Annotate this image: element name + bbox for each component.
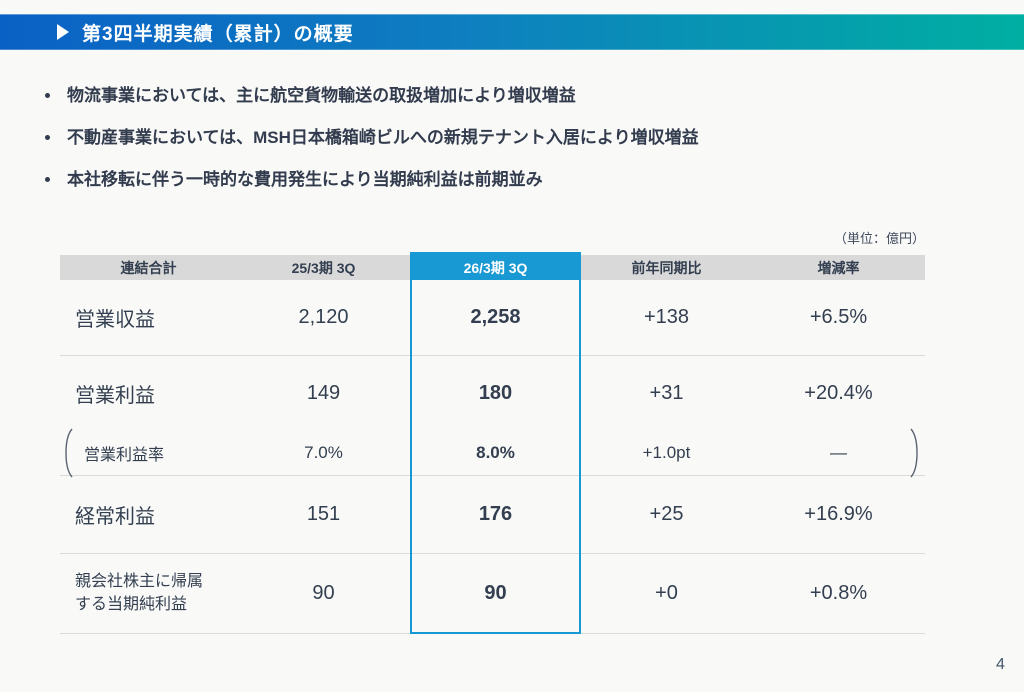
cell-prev: 151 xyxy=(306,503,341,525)
results-table: 連結合計 25/3期 3Q 26/3期 3Q 前年同期比 増減率 営業収益 2,… xyxy=(60,252,925,634)
bullet-dot-icon xyxy=(45,135,50,140)
table-row: 営業収益 2,120 2,258 +138 +6.5% xyxy=(60,280,925,356)
cell-current: 8.0% xyxy=(476,443,515,462)
header-label: 連結合計 xyxy=(60,255,237,280)
bullet-item: 不動産事業においては、MSH日本橋箱崎ビルへの新規テナント入居により増収増益 xyxy=(44,126,974,149)
cell-current: 180 xyxy=(478,382,513,404)
bullet-list: 物流事業においては、主に航空貨物輸送の取扱増加により増収増益 不動産事業において… xyxy=(44,84,974,210)
cell-yoy: +0 xyxy=(655,582,678,604)
row-label: 営業利益率 xyxy=(84,447,165,464)
bullet-text: 物流事業においては、主に航空貨物輸送の取扱増加により増収増益 xyxy=(67,86,576,105)
cell-prev: 149 xyxy=(306,382,341,404)
bullet-text: 本社移転に伴う一時的な費用発生により当期純利益は前期並み xyxy=(67,170,543,189)
close-paren-icon xyxy=(910,428,918,478)
cell-rate: +0.8% xyxy=(809,582,868,604)
cell-yoy: +138 xyxy=(643,306,690,328)
page-title: 第3四半期実績（累計）の概要 xyxy=(82,23,354,45)
open-paren-icon xyxy=(65,428,73,478)
bullet-dot-icon xyxy=(45,177,50,182)
header-prev-period: 25/3期 3Q xyxy=(237,255,410,280)
cell-yoy: +31 xyxy=(649,382,684,404)
table-row: 経常利益 151 176 +25 +16.9% xyxy=(60,476,925,554)
cell-rate: +16.9% xyxy=(804,503,873,525)
table-header-row: 連結合計 25/3期 3Q 26/3期 3Q 前年同期比 増減率 xyxy=(60,255,925,280)
unit-label: （単位：億円） xyxy=(833,231,925,246)
cell-yoy: +25 xyxy=(649,503,684,525)
title-bar: 第3四半期実績（累計）の概要 xyxy=(0,14,1024,50)
cell-prev: 90 xyxy=(312,582,335,604)
header-yoy: 前年同期比 xyxy=(581,255,752,280)
row-label: 経常利益 xyxy=(75,506,155,528)
bullet-text: 不動産事業においては、MSH日本橋箱崎ビルへの新規テナント入居により増収増益 xyxy=(67,128,699,147)
cell-current: 2,258 xyxy=(470,306,521,328)
table-subrow: 営業利益率 7.0% 8.0% +1.0pt — xyxy=(60,428,925,478)
header-rate: 増減率 xyxy=(752,255,925,280)
row-label: 営業収益 xyxy=(75,309,155,331)
cell-rate: +6.5% xyxy=(809,306,868,328)
bullet-item: 本社移転に伴う一時的な費用発生により当期純利益は前期並み xyxy=(44,168,974,191)
row-label-line1: 親会社株主に帰属 xyxy=(75,573,204,591)
page-number: 4 xyxy=(996,656,1005,673)
table-row: 営業利益 149 180 +31 +20.4% xyxy=(60,356,925,431)
cell-current: 176 xyxy=(478,503,513,525)
cell-prev: 7.0% xyxy=(304,443,343,462)
bullet-item: 物流事業においては、主に航空貨物輸送の取扱増加により増収増益 xyxy=(44,84,974,107)
cell-prev: 2,120 xyxy=(298,306,349,328)
row-label: 親会社株主に帰属 する当期純利益 xyxy=(60,571,237,616)
triangle-marker-icon xyxy=(57,24,69,40)
row-label-line2: する当期純利益 xyxy=(75,595,188,613)
bullet-dot-icon xyxy=(45,93,50,98)
table-row: 親会社株主に帰属 する当期純利益 90 90 +0 +0.8% xyxy=(60,554,925,634)
highlight-column-header-fill xyxy=(410,252,581,280)
cell-current: 90 xyxy=(484,582,507,604)
cell-rate: +20.4% xyxy=(804,382,873,404)
row-label: 営業利益 xyxy=(75,385,155,407)
cell-yoy: +1.0pt xyxy=(642,443,691,462)
cell-rate: — xyxy=(830,443,847,462)
header-current-period: 26/3期 3Q xyxy=(463,259,528,276)
